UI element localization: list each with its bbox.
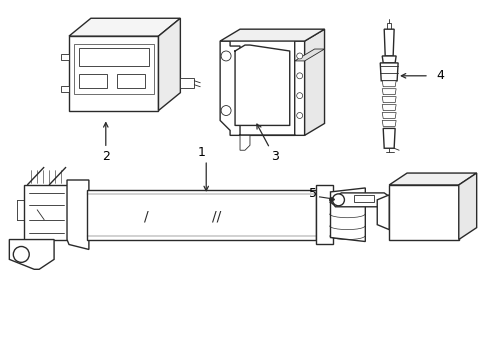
Polygon shape bbox=[388, 185, 458, 239]
Text: 1: 1 bbox=[197, 146, 205, 159]
Polygon shape bbox=[458, 173, 476, 239]
Polygon shape bbox=[294, 49, 324, 61]
Circle shape bbox=[13, 247, 29, 262]
Polygon shape bbox=[382, 113, 395, 118]
Circle shape bbox=[296, 113, 302, 118]
Polygon shape bbox=[67, 180, 89, 249]
Bar bbox=[79, 48, 148, 66]
Polygon shape bbox=[69, 36, 158, 111]
Polygon shape bbox=[382, 105, 395, 111]
Bar bbox=[354, 195, 373, 202]
Bar bbox=[79, 74, 106, 88]
Polygon shape bbox=[386, 23, 390, 29]
Text: //: // bbox=[211, 210, 221, 224]
Polygon shape bbox=[180, 78, 194, 88]
Circle shape bbox=[221, 105, 231, 116]
Polygon shape bbox=[376, 195, 388, 230]
Polygon shape bbox=[382, 89, 395, 95]
Polygon shape bbox=[24, 185, 69, 239]
Polygon shape bbox=[382, 81, 395, 87]
Polygon shape bbox=[27, 167, 44, 185]
Text: 5: 5 bbox=[308, 188, 316, 201]
Polygon shape bbox=[384, 29, 393, 56]
Bar bbox=[117, 74, 144, 88]
Text: 2: 2 bbox=[102, 150, 109, 163]
Circle shape bbox=[296, 53, 302, 59]
Polygon shape bbox=[382, 121, 395, 126]
Text: 4: 4 bbox=[435, 69, 443, 82]
Polygon shape bbox=[235, 45, 289, 125]
Polygon shape bbox=[382, 96, 395, 103]
Polygon shape bbox=[240, 135, 249, 150]
Polygon shape bbox=[380, 63, 397, 81]
Polygon shape bbox=[61, 54, 69, 60]
Text: /: / bbox=[144, 210, 148, 224]
Polygon shape bbox=[330, 188, 365, 242]
Polygon shape bbox=[158, 18, 180, 111]
Polygon shape bbox=[383, 129, 394, 148]
Polygon shape bbox=[220, 29, 324, 41]
Polygon shape bbox=[382, 56, 395, 63]
Polygon shape bbox=[49, 167, 66, 185]
Text: 3: 3 bbox=[270, 150, 278, 163]
Circle shape bbox=[221, 51, 231, 61]
Polygon shape bbox=[329, 193, 393, 207]
Polygon shape bbox=[61, 86, 69, 92]
Polygon shape bbox=[87, 190, 315, 239]
Polygon shape bbox=[9, 239, 54, 269]
Polygon shape bbox=[220, 41, 304, 135]
Circle shape bbox=[296, 93, 302, 99]
Polygon shape bbox=[388, 173, 476, 185]
Circle shape bbox=[296, 73, 302, 79]
Bar bbox=[74, 44, 153, 94]
Polygon shape bbox=[315, 185, 333, 244]
Polygon shape bbox=[69, 18, 180, 36]
Circle shape bbox=[332, 194, 344, 206]
Polygon shape bbox=[304, 29, 324, 135]
